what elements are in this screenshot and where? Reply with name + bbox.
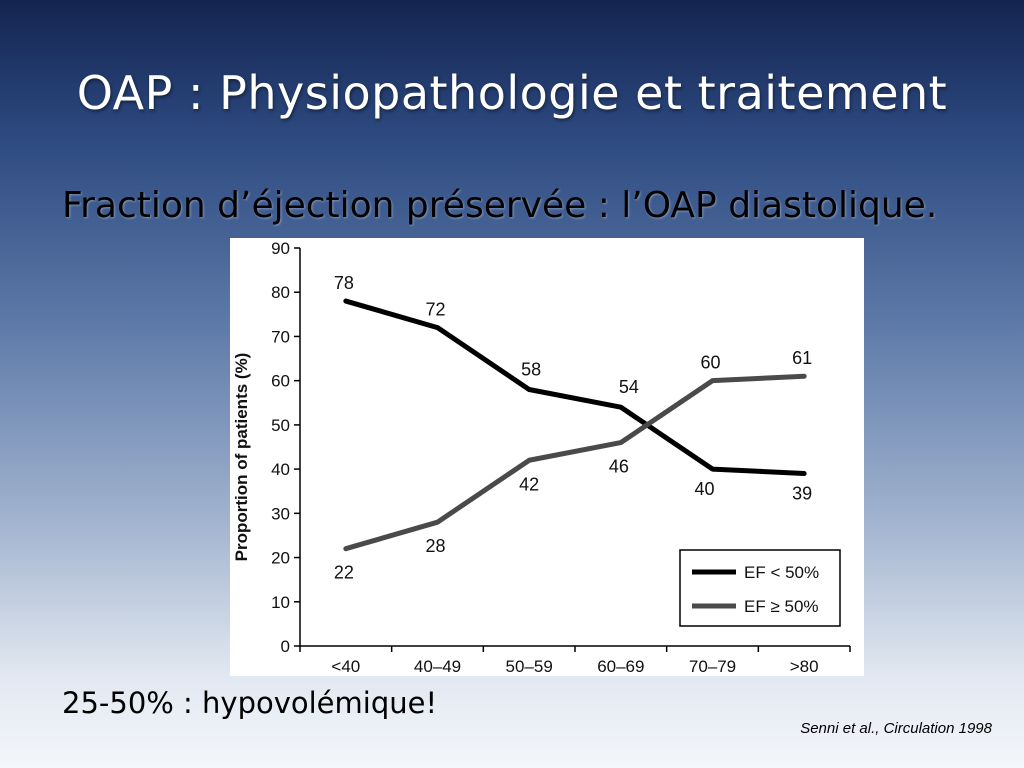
x-tick-label: 70–79 xyxy=(689,657,736,676)
data-label: 58 xyxy=(521,360,541,380)
citation-text: Senni et al., Circulation 1998 xyxy=(800,720,992,737)
y-tick-label: 0 xyxy=(281,637,290,656)
y-tick-label: 20 xyxy=(271,549,290,568)
x-tick-label: <40 xyxy=(331,657,360,676)
y-tick-label: 90 xyxy=(271,239,290,258)
data-label: 54 xyxy=(619,377,639,397)
data-label: 39 xyxy=(792,484,812,504)
line-chart: 0 10 20 30 40 50 60 70 80 90 <40 40–49 50–59 60–69 70–… xyxy=(232,239,851,676)
y-tick-label: 30 xyxy=(271,504,290,523)
y-axis-title: Proportion of patients (%) xyxy=(232,353,251,562)
slide-subtitle: Fraction d’éjection préservée : l’OAP di… xyxy=(62,185,938,226)
data-label: 61 xyxy=(792,348,812,368)
data-label: 22 xyxy=(334,563,354,583)
series-line-1 xyxy=(343,298,807,477)
legend-box xyxy=(679,549,841,627)
footnote-text: 25-50% : hypovolémique! xyxy=(62,686,438,720)
y-tick-label: 50 xyxy=(271,416,290,435)
x-tick-label: 50–59 xyxy=(506,657,553,676)
data-label: 60 xyxy=(700,353,720,373)
data-label: 28 xyxy=(425,536,445,556)
legend-label: EF < 50% xyxy=(744,563,819,582)
chart-panel: 0 10 20 30 40 50 60 70 80 90 <40 40–49 50–59 60–69 70–… xyxy=(230,238,864,676)
data-label: 78 xyxy=(334,273,354,293)
y-tick-label: 40 xyxy=(271,460,290,479)
data-label: 40 xyxy=(694,479,714,499)
x-tick-label: 40–49 xyxy=(414,657,461,676)
slide-title: OAP : Physiopathologie et traitement xyxy=(76,66,948,120)
series-line-2 xyxy=(343,373,807,552)
y-tick-label: 60 xyxy=(271,372,290,391)
y-tick-label: 80 xyxy=(271,283,290,302)
x-tick-label: >80 xyxy=(790,657,819,676)
y-tick-label: 70 xyxy=(271,327,290,346)
data-label: 42 xyxy=(519,474,539,494)
data-label: 72 xyxy=(425,300,445,320)
data-label: 46 xyxy=(609,457,629,477)
legend-label: EF ≥ 50% xyxy=(744,597,819,616)
x-tick-label: 60–69 xyxy=(597,657,644,676)
y-tick-label: 10 xyxy=(271,593,290,612)
